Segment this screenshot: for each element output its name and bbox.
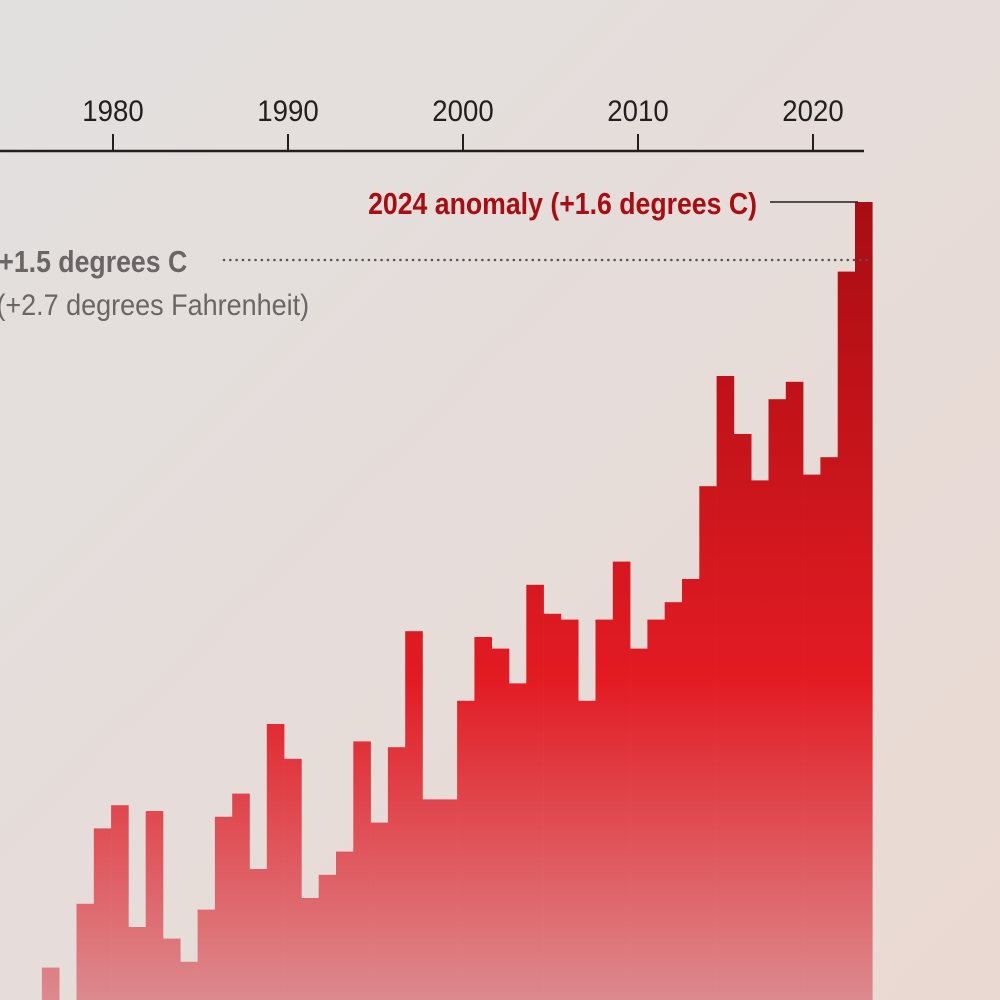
tick-label-1990: 1990 <box>257 95 318 128</box>
bar-2022 <box>820 457 838 1000</box>
highlight-label: 2024 anomaly (+1.6 degrees C) <box>368 187 757 221</box>
threshold-sublabel: (+2.7 degrees Fahrenheit) <box>0 289 309 323</box>
bar-1982 <box>128 927 146 1000</box>
bar-2000 <box>439 799 458 1000</box>
bar-2001 <box>457 700 475 1000</box>
bar-2014 <box>682 579 700 1000</box>
bar-1991 <box>284 758 302 1000</box>
bar-1979 <box>76 903 95 1000</box>
bar-1995 <box>353 741 371 1000</box>
bar-1998 <box>405 631 423 1000</box>
bar-2009 <box>595 619 614 1000</box>
bar-2002 <box>474 637 492 1000</box>
bar-2016 <box>716 376 735 1000</box>
bar-2011 <box>630 648 648 1000</box>
bar-1993 <box>318 874 337 1000</box>
bar-1987 <box>214 816 233 1000</box>
bar-1992 <box>301 898 319 1000</box>
tick-label-2020: 2020 <box>782 95 843 128</box>
bar-1989 <box>249 869 268 1000</box>
bar-2017 <box>733 434 752 1000</box>
tick-label-2010: 2010 <box>607 95 668 128</box>
bar-2013 <box>664 602 683 1000</box>
bar-1999 <box>422 799 441 1000</box>
bar-2023 <box>837 271 856 1000</box>
bar-1983 <box>145 811 164 1000</box>
bar-1997 <box>387 747 406 1000</box>
bars <box>41 202 873 1000</box>
bar-1980 <box>93 828 112 1000</box>
bar-2020 <box>785 381 804 1000</box>
threshold-label: +1.5 degrees C <box>0 245 187 279</box>
bar-2010 <box>612 561 631 1000</box>
bar-2006 <box>543 613 562 1000</box>
bar-2015 <box>699 486 717 1000</box>
bar-1986 <box>197 909 216 1000</box>
bar-1988 <box>232 793 250 1000</box>
bar-2007 <box>560 619 579 1000</box>
bar-2012 <box>647 619 665 1000</box>
bar-1984 <box>163 938 181 1000</box>
bar-1994 <box>336 851 354 1000</box>
bar-2005 <box>526 584 544 1000</box>
bar-2004 <box>509 683 527 1000</box>
bar-2021 <box>803 474 821 1000</box>
bar-1981 <box>111 805 129 1000</box>
bar-1985 <box>180 961 198 1000</box>
tick-label-2000: 2000 <box>432 95 493 128</box>
x-axis-ticks: 1980 1990 2000 2010 2020 <box>82 95 844 151</box>
bar-2024 <box>855 202 873 1000</box>
bar-1990 <box>266 724 285 1000</box>
bar-2008 <box>578 700 596 1000</box>
bar-1996 <box>370 822 389 1000</box>
bar-2019 <box>768 399 787 1000</box>
bar-2003 <box>491 648 510 1000</box>
bar-2018 <box>751 480 769 1000</box>
bar-1977 <box>41 967 60 1000</box>
tick-label-1980: 1980 <box>82 95 143 128</box>
